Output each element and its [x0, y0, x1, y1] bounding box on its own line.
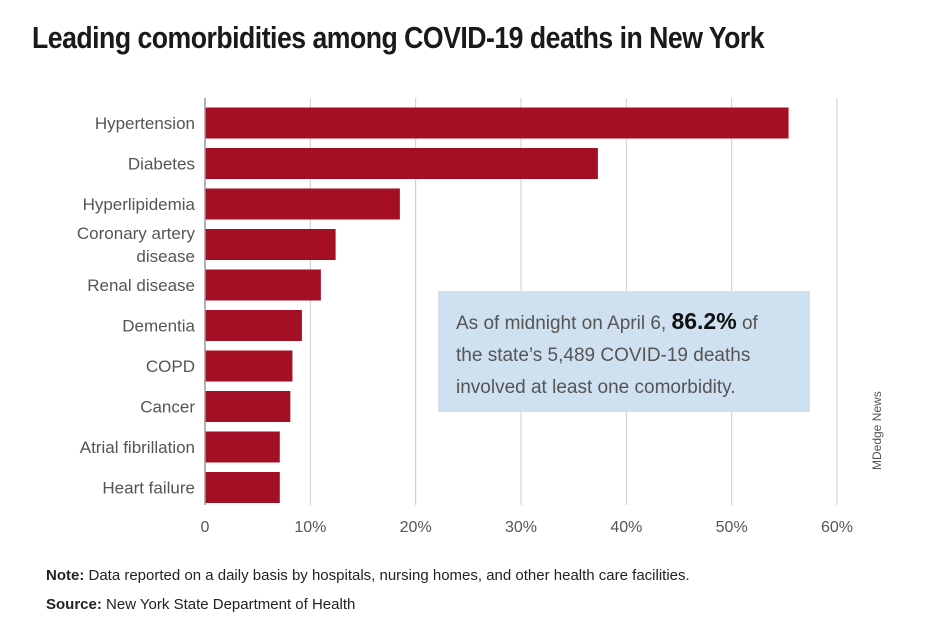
callout-text-before: As of midnight on April 6,: [456, 313, 672, 334]
category-label: Renal disease: [87, 276, 195, 295]
bar-hypertension: [205, 107, 789, 139]
x-tick-label: 60%: [821, 519, 853, 536]
callout-line-3: involved at least one comorbidity.: [456, 377, 736, 398]
bar-dementia: [205, 310, 302, 341]
x-tick-label: 10%: [294, 519, 326, 536]
x-tick-label: 0: [201, 519, 210, 536]
x-tick-label: 20%: [400, 519, 432, 536]
bar-hyperlipidemia: [205, 188, 400, 220]
note-text: Data reported on a daily basis by hospit…: [84, 567, 690, 584]
category-label: Atrial fibrillation: [80, 438, 195, 457]
bar-coronary-artery-disease: [205, 229, 336, 260]
note-label: Note:: [46, 567, 85, 584]
bar-atrial-fibrillation: [205, 431, 280, 463]
bar-copd: [205, 350, 293, 382]
callout-highlight: 86.2%: [671, 308, 737, 334]
bar-renal-disease: [205, 269, 321, 301]
bar-diabetes: [205, 148, 598, 179]
credit-label: MDedge News: [870, 391, 884, 470]
bar-heart-failure: [205, 472, 280, 503]
chart-title: Leading comorbidities among COVID-19 dea…: [32, 20, 765, 55]
callout-line-2: the state’s 5,489 COVID-19 deaths: [456, 345, 751, 366]
callout-box: As of midnight on April 6, 86.2% of the …: [438, 291, 810, 412]
callout-text-after: of: [736, 313, 758, 334]
x-tick-label: 50%: [716, 519, 748, 536]
x-tick-label: 40%: [610, 519, 642, 536]
category-label: COPD: [146, 357, 195, 376]
category-label: Diabetes: [128, 155, 195, 174]
bar-cancer: [205, 391, 291, 422]
footnote: Note: Data reported on a daily basis by …: [46, 567, 690, 584]
category-label: Dementia: [122, 317, 195, 336]
callout-line-1: As of midnight on April 6, 86.2% of: [456, 305, 800, 340]
category-label: Heart failure: [102, 479, 195, 498]
x-tick-label: 30%: [505, 519, 537, 536]
source-line: Source: New York State Department of Hea…: [46, 596, 355, 613]
category-label: disease: [136, 247, 195, 266]
source-label: Source:: [46, 596, 102, 613]
category-label: Hypertension: [95, 114, 195, 133]
category-label: Cancer: [140, 398, 195, 417]
source-text: New York State Department of Health: [101, 596, 356, 613]
category-label: Coronary artery: [77, 224, 196, 243]
category-label: Hyperlipidemia: [83, 195, 196, 214]
bar-chart: Hypertension Diabetes Hyperlipidemia Corona…: [77, 98, 853, 536]
